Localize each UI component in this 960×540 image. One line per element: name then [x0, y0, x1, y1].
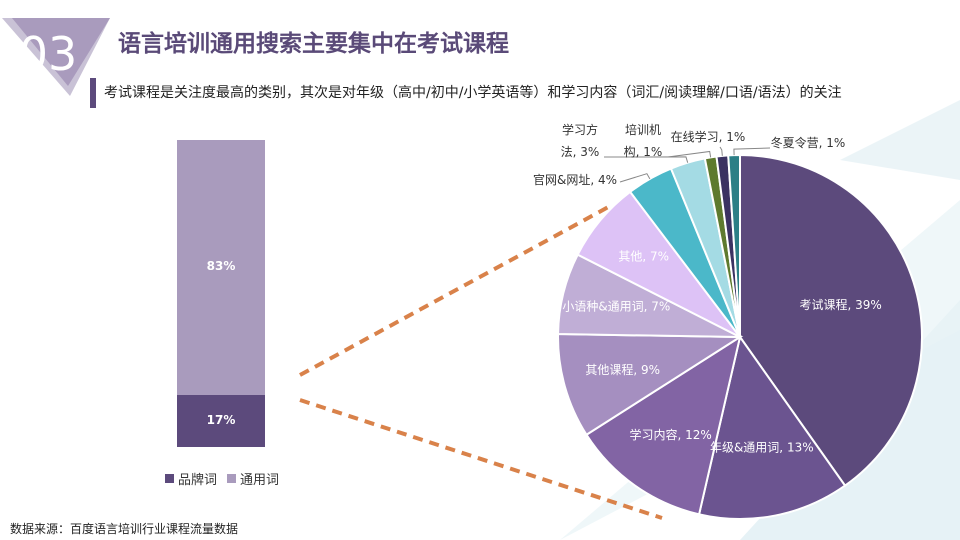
pie-label-7: 官网&网址, 4%: [533, 172, 617, 187]
bar-segment-brand-words: [177, 394, 265, 447]
pie-leader-line-7: [619, 173, 651, 183]
page-title: 语言培训通用搜索主要集中在考试课程: [118, 31, 509, 57]
pie-label-10: 在线学习, 1%: [671, 129, 746, 144]
section-badge: 03: [2, 18, 110, 96]
pie-leader-line-8: [603, 156, 689, 163]
bar-segment-generic-words: [177, 140, 265, 395]
stacked-bar-chart: 83% 17%: [177, 140, 265, 447]
legend-swatch-brand: [165, 474, 174, 483]
connector-line-1: [299, 203, 613, 377]
pie-slice-1: [739, 153, 923, 488]
bar-legend: 品牌词 通用词: [165, 469, 279, 488]
bar-label-brand-words: 17%: [206, 412, 236, 427]
page-subtitle: 考试课程是关注度最高的类别，其次是对年级（高中/初中/小学英语等）和学习内容（词…: [104, 85, 842, 101]
legend-swatch-generic: [227, 474, 237, 483]
badge-number: 03: [19, 27, 78, 81]
pie-slice-2: [697, 334, 847, 520]
connector-line-2: [299, 398, 663, 520]
data-source-note: 数据来源：百度语言培训行业课程流量数据: [10, 522, 239, 536]
pie-label-5: 小语种&通用词, 7%: [562, 299, 670, 313]
subtitle-accent-bar: [90, 78, 96, 108]
pie-label-1: 考试课程, 39%: [799, 297, 881, 312]
legend-item-brand: 品牌词: [165, 469, 217, 488]
pie-leader-line-10: [719, 146, 723, 156]
pie-label-9: 培训机构, 1%: [624, 122, 663, 159]
pie-label-11: 冬夏令营, 1%: [771, 135, 846, 150]
pie-label-6: 其他, 7%: [618, 249, 669, 263]
pie-label-2: 年级&通用词, 13%: [710, 441, 814, 455]
pie-slice-11: [727, 153, 741, 338]
pie-label-3: 学习内容, 12%: [630, 427, 712, 442]
pie-label-4: 其他课程, 9%: [585, 362, 660, 377]
pie-leader-line-9: [667, 150, 712, 158]
legend-label-generic: 通用词: [240, 473, 280, 488]
legend-item-generic: 通用词: [227, 469, 279, 488]
pie-leader-line-11: [733, 147, 771, 156]
pie-slice-3: [585, 334, 742, 516]
legend-label-brand: 品牌词: [178, 473, 218, 488]
pie-slice-4: [557, 333, 744, 437]
bar-label-generic-words: 83%: [206, 259, 236, 274]
pie-label-8: 学习方法, 3%: [561, 122, 600, 159]
